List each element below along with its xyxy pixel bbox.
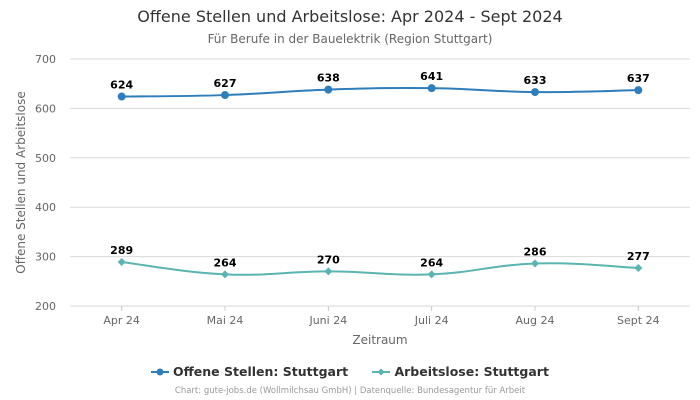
data-point-circle — [324, 85, 333, 94]
data-point-circle — [117, 92, 126, 101]
data-label: 641 — [420, 70, 443, 83]
data-point-circle — [221, 91, 229, 100]
y-tick-label: 500 — [35, 152, 56, 165]
y-tick-label: 200 — [35, 300, 56, 313]
legend-item-offene-stellen[interactable]: Offene Stellen: Stuttgart — [151, 364, 348, 379]
legend-item-arbeitslose[interactable]: Arbeitslose: Stuttgart — [372, 364, 549, 379]
series-line-0 — [121, 86, 639, 98]
data-label: 264 — [420, 256, 443, 269]
y-tick-label: 600 — [35, 102, 56, 115]
data-label: 270 — [317, 253, 340, 266]
legend-circle-marker-icon — [151, 368, 170, 375]
legend-label-offene-stellen: Offene Stellen: Stuttgart — [173, 364, 349, 379]
data-point-diamond — [427, 270, 436, 279]
data-point-diamond — [117, 258, 126, 267]
data-label: 277 — [627, 250, 650, 263]
chart-legend: Offene Stellen: Stuttgart Arbeitslose: S… — [0, 364, 700, 380]
chart-subtitle: Für Berufe in der Bauelektrik (Region St… — [207, 32, 493, 46]
x-tick-label: Apr 24 — [103, 314, 140, 327]
chart-credits: Chart: gute-jobs.de (Wollmilchsau GmbH) … — [174, 386, 526, 396]
x-axis-title: Zeitraum — [352, 333, 407, 347]
x-tick-label: Juni 24 — [308, 314, 347, 327]
data-point-diamond — [531, 259, 539, 268]
x-tick-label: Aug 24 — [516, 314, 555, 327]
data-point-circle — [531, 88, 539, 97]
x-tick-label: Sept 24 — [617, 314, 660, 327]
data-label: 286 — [524, 246, 547, 259]
data-label: 624 — [110, 79, 133, 92]
y-tick-label: 700 — [35, 53, 56, 66]
series-line-1 — [121, 261, 639, 276]
data-label: 264 — [214, 256, 237, 269]
legend-diamond-marker-icon — [372, 368, 391, 375]
data-point-circle — [634, 86, 643, 95]
data-label: 638 — [317, 72, 340, 85]
data-label: 633 — [524, 74, 547, 87]
data-point-diamond — [221, 270, 229, 279]
data-label: 637 — [627, 72, 650, 85]
y-axis-title: Offene Stellen und Arbeitslose — [14, 91, 28, 273]
x-tick-label: Juli 24 — [414, 314, 449, 327]
data-point-diamond — [634, 263, 643, 272]
data-point-diamond — [324, 267, 333, 276]
y-tick-label: 300 — [35, 251, 56, 264]
data-label: 289 — [110, 244, 133, 257]
legend-label-arbeitslose: Arbeitslose: Stuttgart — [394, 364, 549, 379]
data-label: 627 — [214, 77, 237, 90]
data-point-circle — [427, 84, 436, 93]
x-tick-label: Mai 24 — [207, 314, 244, 327]
chart-title: Offene Stellen und Arbeitslose: Apr 2024… — [137, 7, 563, 26]
y-tick-label: 400 — [35, 201, 56, 214]
